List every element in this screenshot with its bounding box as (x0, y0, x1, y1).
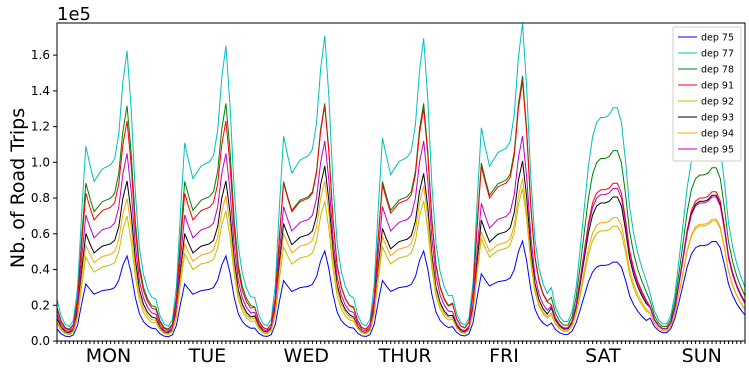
y-tick-label: 0.6 (31, 227, 50, 241)
series-line-dep-78 (56, 75, 746, 330)
x-category-label: SUN (682, 345, 722, 367)
x-category-label: FRI (489, 345, 519, 367)
series-line-dep-92 (56, 188, 746, 336)
series-line-dep-95 (56, 135, 746, 333)
plot-frame (56, 22, 746, 342)
series-line-dep-91 (56, 80, 746, 331)
series-line-dep-75 (56, 239, 746, 338)
y-multiplier-label: 1e5 (57, 4, 91, 25)
y-tick-label: 1.2 (31, 120, 50, 134)
y-tick-label: 0.2 (31, 298, 50, 312)
legend-label: dep 92 (701, 97, 734, 108)
y-tick-label: 1.4 (31, 84, 50, 98)
x-category-label: WED (284, 345, 329, 367)
legend-label: dep 78 (701, 65, 734, 76)
legend-label: dep 91 (701, 81, 734, 92)
x-category-label: MON (86, 345, 132, 367)
series-line-dep-77 (56, 23, 746, 328)
legend-label: dep 75 (701, 33, 734, 44)
y-tick-label: 0.8 (31, 191, 50, 205)
y-tick-label: 1.6 (31, 48, 50, 62)
legend-label: dep 94 (701, 129, 734, 140)
legend-label: dep 93 (701, 113, 734, 124)
axes: 0.0 0.2 0.4 0.6 0.8 1.0 1.2 1.4 1.6 MON TUE WED THUR… (31, 22, 746, 367)
series-line-dep-93 (56, 160, 746, 334)
legend-label: dep 95 (701, 145, 734, 156)
x-category-label: TUE (188, 345, 227, 367)
y-tick-label: 0.0 (31, 334, 50, 348)
legend-box (672, 26, 742, 162)
series-layer (56, 23, 746, 338)
y-axis-label: Nb. of Road Trips (7, 108, 29, 268)
series-line-dep-94 (56, 178, 746, 335)
y-tick-label: 1.0 (31, 155, 50, 169)
y-tick-label: 0.4 (31, 263, 50, 277)
legend-label: dep 77 (701, 49, 734, 60)
x-category-label: SAT (585, 345, 621, 367)
x-category-label: THUR (378, 345, 432, 367)
legend: dep 75 dep 77 dep 78 dep 91 dep 92 dep 93 dep … (672, 26, 742, 162)
